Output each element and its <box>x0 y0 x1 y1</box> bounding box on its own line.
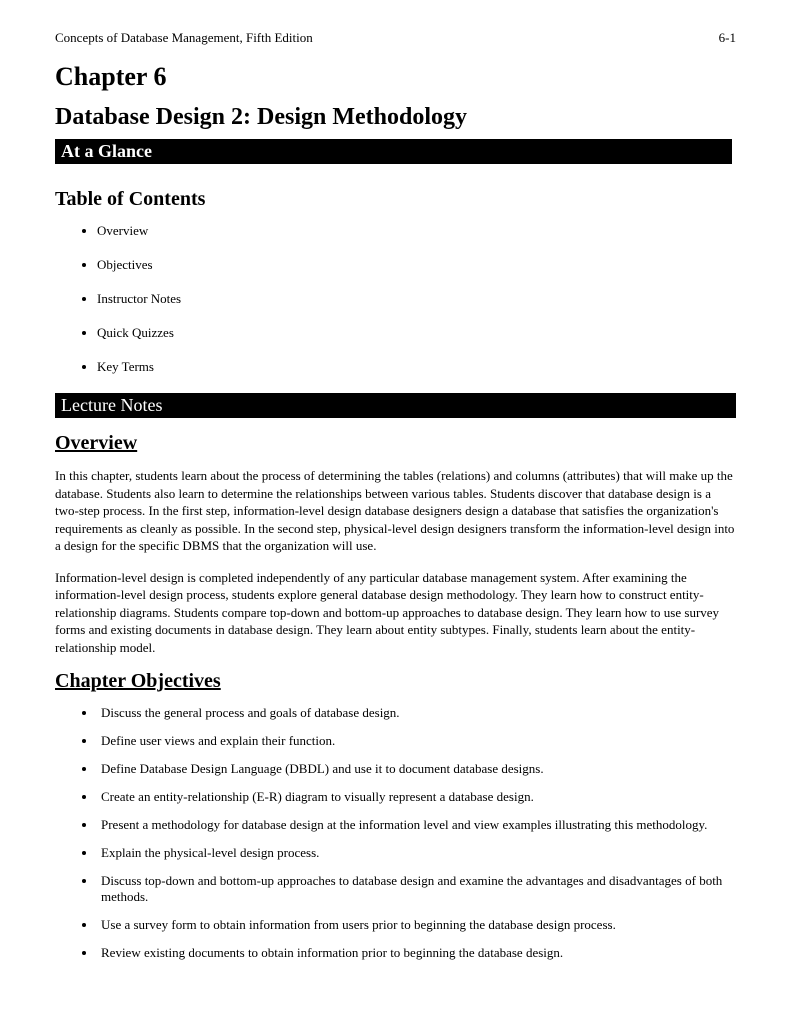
document-page: Concepts of Database Management, Fifth E… <box>0 0 791 1024</box>
toc-list: Overview Objectives Instructor Notes Qui… <box>55 223 736 375</box>
objective-item: Discuss the general process and goals of… <box>97 705 736 721</box>
objectives-list: Discuss the general process and goals of… <box>55 705 736 961</box>
objective-item: Discuss top-down and bottom-up approache… <box>97 873 736 905</box>
lecture-notes-bar: Lecture Notes <box>55 393 736 418</box>
lecture-notes-label: Lecture Notes <box>61 395 162 415</box>
toc-item: Quick Quizzes <box>97 325 736 341</box>
objective-item: Review existing documents to obtain info… <box>97 945 736 961</box>
at-a-glance-label: At a Glance <box>61 141 152 161</box>
objective-item: Explain the physical-level design proces… <box>97 845 736 861</box>
toc-item: Objectives <box>97 257 736 273</box>
objective-item: Create an entity-relationship (E-R) diag… <box>97 789 736 805</box>
objectives-heading: Chapter Objectives <box>55 670 736 693</box>
toc-item: Instructor Notes <box>97 291 736 307</box>
header-book-title: Concepts of Database Management, Fifth E… <box>55 30 313 46</box>
objective-item: Define Database Design Language (DBDL) a… <box>97 761 736 777</box>
toc-item: Key Terms <box>97 359 736 375</box>
chapter-number: Chapter 6 <box>55 62 736 92</box>
toc-heading: Table of Contents <box>55 188 736 211</box>
overview-paragraph: Information-level design is completed in… <box>55 569 736 657</box>
at-a-glance-bar: At a Glance <box>55 139 732 164</box>
overview-paragraph: In this chapter, students learn about th… <box>55 467 736 555</box>
objective-item: Present a methodology for database desig… <box>97 817 736 833</box>
toc-item: Overview <box>97 223 736 239</box>
objective-item: Define user views and explain their func… <box>97 733 736 749</box>
page-header: Concepts of Database Management, Fifth E… <box>55 30 736 46</box>
objective-item: Use a survey form to obtain information … <box>97 917 736 933</box>
header-page-number: 6-1 <box>719 30 736 46</box>
chapter-title: Database Design 2: Design Methodology <box>55 104 736 131</box>
overview-heading: Overview <box>55 432 736 455</box>
